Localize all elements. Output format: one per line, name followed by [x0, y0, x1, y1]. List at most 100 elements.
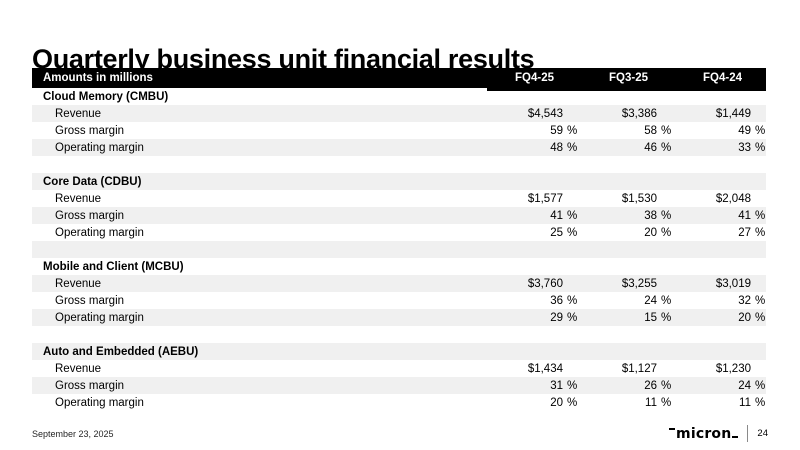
value-fq3-25: 58%	[578, 125, 672, 137]
value-unit: %	[755, 226, 766, 239]
value-unit: %	[661, 226, 672, 239]
value-unit: %	[755, 311, 766, 324]
row-label: Gross margin	[55, 209, 125, 222]
value-fq4-24: $3,019	[672, 278, 766, 290]
table-row-revenue: Revenue $1,434 $1,127 $1,230	[32, 360, 766, 377]
value-number: 25	[550, 226, 563, 239]
value-unit: %	[755, 141, 766, 154]
value-fq4-25: $4,543	[484, 108, 578, 120]
section-name: Core Data (CDBU)	[43, 175, 142, 188]
value-number: 20	[550, 396, 563, 409]
column-header-fq4-24: FQ4-24	[703, 72, 742, 84]
value-fq4-24: 32%	[672, 295, 766, 307]
value-number: $3,255	[621, 277, 657, 290]
value-unit: %	[661, 294, 672, 307]
value-number: 27	[738, 226, 751, 239]
value-number: 48	[550, 141, 563, 154]
header-bar-extension	[487, 88, 766, 91]
table-header-row: Amounts in millions FQ4-25 FQ3-25 FQ4-24	[32, 68, 766, 91]
table-row-revenue: Revenue $1,577 $1,530 $2,048	[32, 190, 766, 207]
table-row-revenue: Revenue $4,543 $3,386 $1,449	[32, 105, 766, 122]
value-unit: %	[755, 396, 766, 409]
table-row-gross-margin: Gross margin 41% 38% 41%	[32, 207, 766, 224]
table-row-operating-margin: Operating margin 29% 15% 20%	[32, 309, 766, 326]
value-unit: %	[567, 396, 578, 409]
row-label: Gross margin	[55, 379, 125, 392]
financial-results-table: Amounts in millions FQ4-25 FQ3-25 FQ4-24…	[32, 68, 766, 411]
section-header-aebu: Auto and Embedded (AEBU)	[32, 343, 766, 360]
value-number: 38	[644, 209, 657, 222]
value-fq4-25: 20%	[484, 397, 578, 409]
value-number: $3,019	[715, 277, 751, 290]
value-fq3-25: $1,530	[578, 193, 672, 205]
value-number: $1,449	[715, 107, 751, 120]
value-number: $3,386	[621, 107, 657, 120]
column-header-fq4-25: FQ4-25	[515, 72, 554, 84]
value-unit: %	[661, 396, 672, 409]
table-body: Cloud Memory (CMBU) Revenue $4,543 $3,38…	[32, 88, 766, 411]
value-unit: %	[755, 209, 766, 222]
value-unit: %	[567, 141, 578, 154]
value-number: 33	[738, 141, 751, 154]
row-label: Operating margin	[55, 396, 144, 409]
value-number: 41	[738, 209, 751, 222]
value-number: 46	[644, 141, 657, 154]
section-name: Mobile and Client (MCBU)	[43, 260, 184, 273]
value-number: 36	[550, 294, 563, 307]
value-unit: %	[661, 209, 672, 222]
value-number: 58	[644, 124, 657, 137]
value-fq3-25: 20%	[578, 227, 672, 239]
table-row-gross-margin: Gross margin 36% 24% 32%	[32, 292, 766, 309]
row-label: Revenue	[55, 362, 102, 375]
value-number: 24	[738, 379, 751, 392]
value-number: 49	[738, 124, 751, 137]
slide-date: September 23, 2025	[32, 429, 114, 439]
value-unit: %	[567, 124, 578, 137]
value-number: $3,760	[527, 277, 563, 290]
table-row-operating-margin: Operating margin 48% 46% 33%	[32, 139, 766, 156]
row-label: Gross margin	[55, 294, 125, 307]
value-number: 11	[739, 396, 751, 409]
value-number: 32	[738, 294, 751, 307]
value-unit: %	[661, 124, 672, 137]
value-number: 24	[644, 294, 657, 307]
value-number: $1,127	[621, 362, 657, 375]
table-header-label: Amounts in millions	[43, 72, 153, 84]
value-unit: %	[567, 311, 578, 324]
value-fq3-25: 15%	[578, 312, 672, 324]
value-fq3-25: $1,127	[578, 363, 672, 375]
page-divider	[747, 425, 749, 442]
value-number: 15	[644, 311, 657, 324]
value-unit: %	[661, 141, 672, 154]
value-number: 31	[550, 379, 563, 392]
value-fq3-25: 46%	[578, 142, 672, 154]
value-number: 26	[644, 379, 657, 392]
value-fq4-24: 24%	[672, 380, 766, 392]
value-unit: %	[755, 379, 766, 392]
table-row-gross-margin: Gross margin 31% 26% 24%	[32, 377, 766, 394]
value-fq4-25: $3,760	[484, 278, 578, 290]
table-row-operating-margin: Operating margin 25% 20% 27%	[32, 224, 766, 241]
value-fq4-25: 41%	[484, 210, 578, 222]
value-fq4-24: $1,230	[672, 363, 766, 375]
section-name: Cloud Memory (CMBU)	[43, 90, 169, 103]
value-number: 11	[645, 396, 657, 409]
footer-right: micron 24	[669, 425, 768, 442]
value-fq3-25: $3,386	[578, 108, 672, 120]
value-fq4-24: 49%	[672, 125, 766, 137]
value-fq4-25: 36%	[484, 295, 578, 307]
section-header-cdbu: Core Data (CDBU)	[32, 173, 766, 190]
row-label: Operating margin	[55, 141, 144, 154]
row-label: Revenue	[55, 192, 102, 205]
table-row-revenue: Revenue $3,760 $3,255 $3,019	[32, 275, 766, 292]
value-fq4-25: $1,577	[484, 193, 578, 205]
table-row-operating-margin: Operating margin 20% 11% 11%	[32, 394, 766, 411]
table-row-gross-margin: Gross margin 59% 58% 49%	[32, 122, 766, 139]
value-unit: %	[661, 311, 672, 324]
value-fq4-25: 59%	[484, 125, 578, 137]
section-name: Auto and Embedded (AEBU)	[43, 345, 199, 358]
spacer-row	[32, 241, 766, 258]
value-fq3-25: 11%	[578, 397, 672, 409]
value-fq4-25: 31%	[484, 380, 578, 392]
column-header-fq3-25: FQ3-25	[609, 72, 648, 84]
